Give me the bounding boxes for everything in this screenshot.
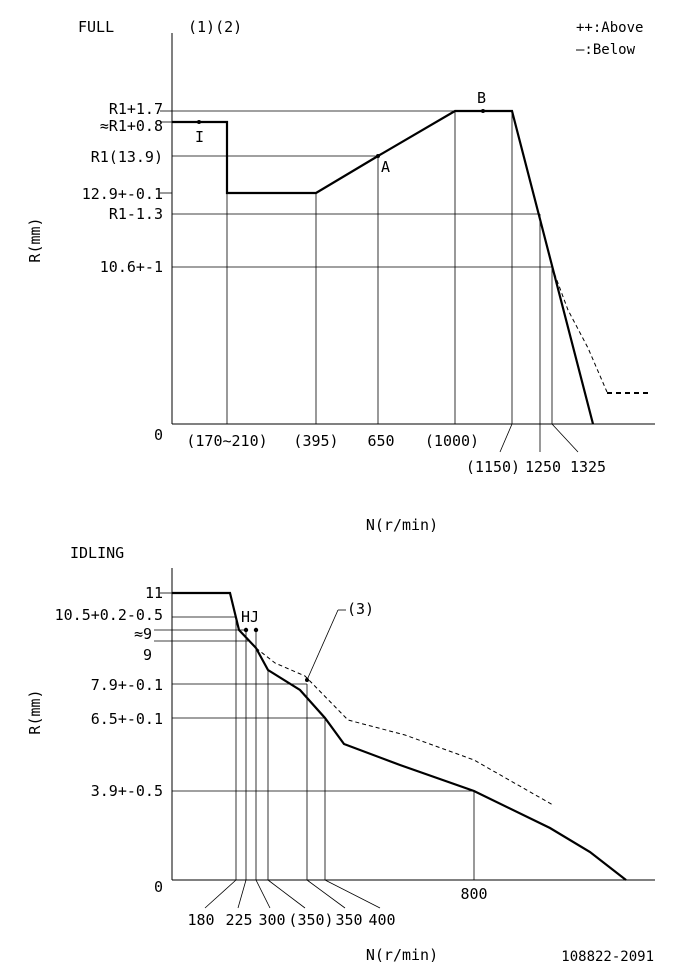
full-origin: 0	[154, 426, 163, 444]
full-point-i-marker	[197, 120, 201, 124]
full-x-label-1150: (1150)	[466, 458, 520, 476]
idling-origin: 0	[154, 878, 163, 896]
idling-x-label-300: 300	[258, 911, 285, 929]
idling-y-label-10.5: 10.5+0.2-0.5	[55, 606, 163, 624]
idling-x-label-350-paren: (350)	[288, 911, 333, 929]
legend-below: —:Below	[576, 42, 636, 58]
full-y-label-r1-minus-1.3: R1-1.3	[109, 205, 163, 223]
full-chart: I A B R1+1.7 ≈R1+0.8 R1(13.9) 12.9+-0.1 …	[26, 33, 655, 534]
idling-curve	[172, 591, 627, 881]
idling-leader-400	[324, 879, 381, 909]
full-point-a-marker	[376, 154, 380, 158]
idling-title: IDLING	[70, 544, 124, 562]
document-id: 108822-2091	[561, 949, 654, 965]
idling-y-label-11: 11	[145, 584, 163, 602]
full-x-label-170-210: (170∼210)	[186, 432, 267, 450]
full-point-b: B	[477, 89, 486, 107]
idling-y-label-approx9: ≈9	[134, 625, 152, 643]
full-curve	[172, 109, 595, 425]
idling-x-label-350: 350	[335, 911, 362, 929]
idling-x-label-400: 400	[368, 911, 395, 929]
full-leader-1325	[551, 423, 579, 453]
idling-leader-350	[306, 879, 346, 909]
full-y-label-r1-plus-0.8: ≈R1+0.8	[100, 117, 163, 135]
full-x-label-395: (395)	[293, 432, 338, 450]
full-point-a: A	[381, 158, 390, 176]
full-curve-below	[551, 266, 608, 393]
idling-point-j-marker	[253, 627, 259, 633]
legend-above: ++:Above	[576, 20, 643, 36]
idling-y-label-3.9: 3.9+-0.5	[91, 782, 163, 800]
full-x-label-650: 650	[367, 432, 394, 450]
full-point-i: I	[195, 128, 204, 146]
idling-callout: (3)	[347, 600, 374, 618]
full-point-b-marker	[481, 109, 485, 113]
idling-x-label-180: 180	[187, 911, 214, 929]
idling-y-axis-title: R(mm)	[26, 689, 44, 734]
idling-x-label-800: 800	[460, 885, 487, 903]
idling-y-label-7.9: 7.9+-0.1	[91, 676, 163, 694]
idling-y-label-9: 9	[143, 646, 152, 664]
idling-points-label: HJ	[241, 608, 259, 626]
idling-chart: IDLING HJ	[26, 544, 655, 964]
idling-y-label-6.5: 6.5+-0.1	[91, 710, 163, 728]
idling-callout-leader	[306, 609, 339, 681]
idling-leader-225	[237, 879, 247, 909]
idling-x-axis-title: N(r/min)	[366, 946, 438, 964]
full-y-label-r1-plus-1.7: R1+1.7	[109, 100, 163, 118]
idling-leader-300	[255, 879, 271, 909]
full-y-label-r1: R1(13.9)	[91, 148, 163, 166]
full-leader-1150	[499, 423, 513, 453]
full-x-label-1250: 1250	[525, 458, 561, 476]
idling-curve-below	[255, 647, 554, 806]
full-x-label-1325: 1325	[570, 458, 606, 476]
full-x-axis-title: N(r/min)	[366, 516, 438, 534]
full-title: FULL	[78, 18, 114, 36]
idling-leader-350p	[267, 879, 306, 909]
idling-leader-180	[204, 879, 237, 909]
idling-point-h-marker	[243, 627, 249, 633]
idling-x-label-225: 225	[225, 911, 252, 929]
full-notes: (1)(2)	[188, 18, 242, 36]
full-x-label-1000: (1000)	[425, 432, 479, 450]
full-y-axis-title: R(mm)	[26, 217, 44, 262]
full-y-label-10.6: 10.6+-1	[100, 258, 163, 276]
full-y-label-12.9: 12.9+-0.1	[82, 185, 163, 203]
